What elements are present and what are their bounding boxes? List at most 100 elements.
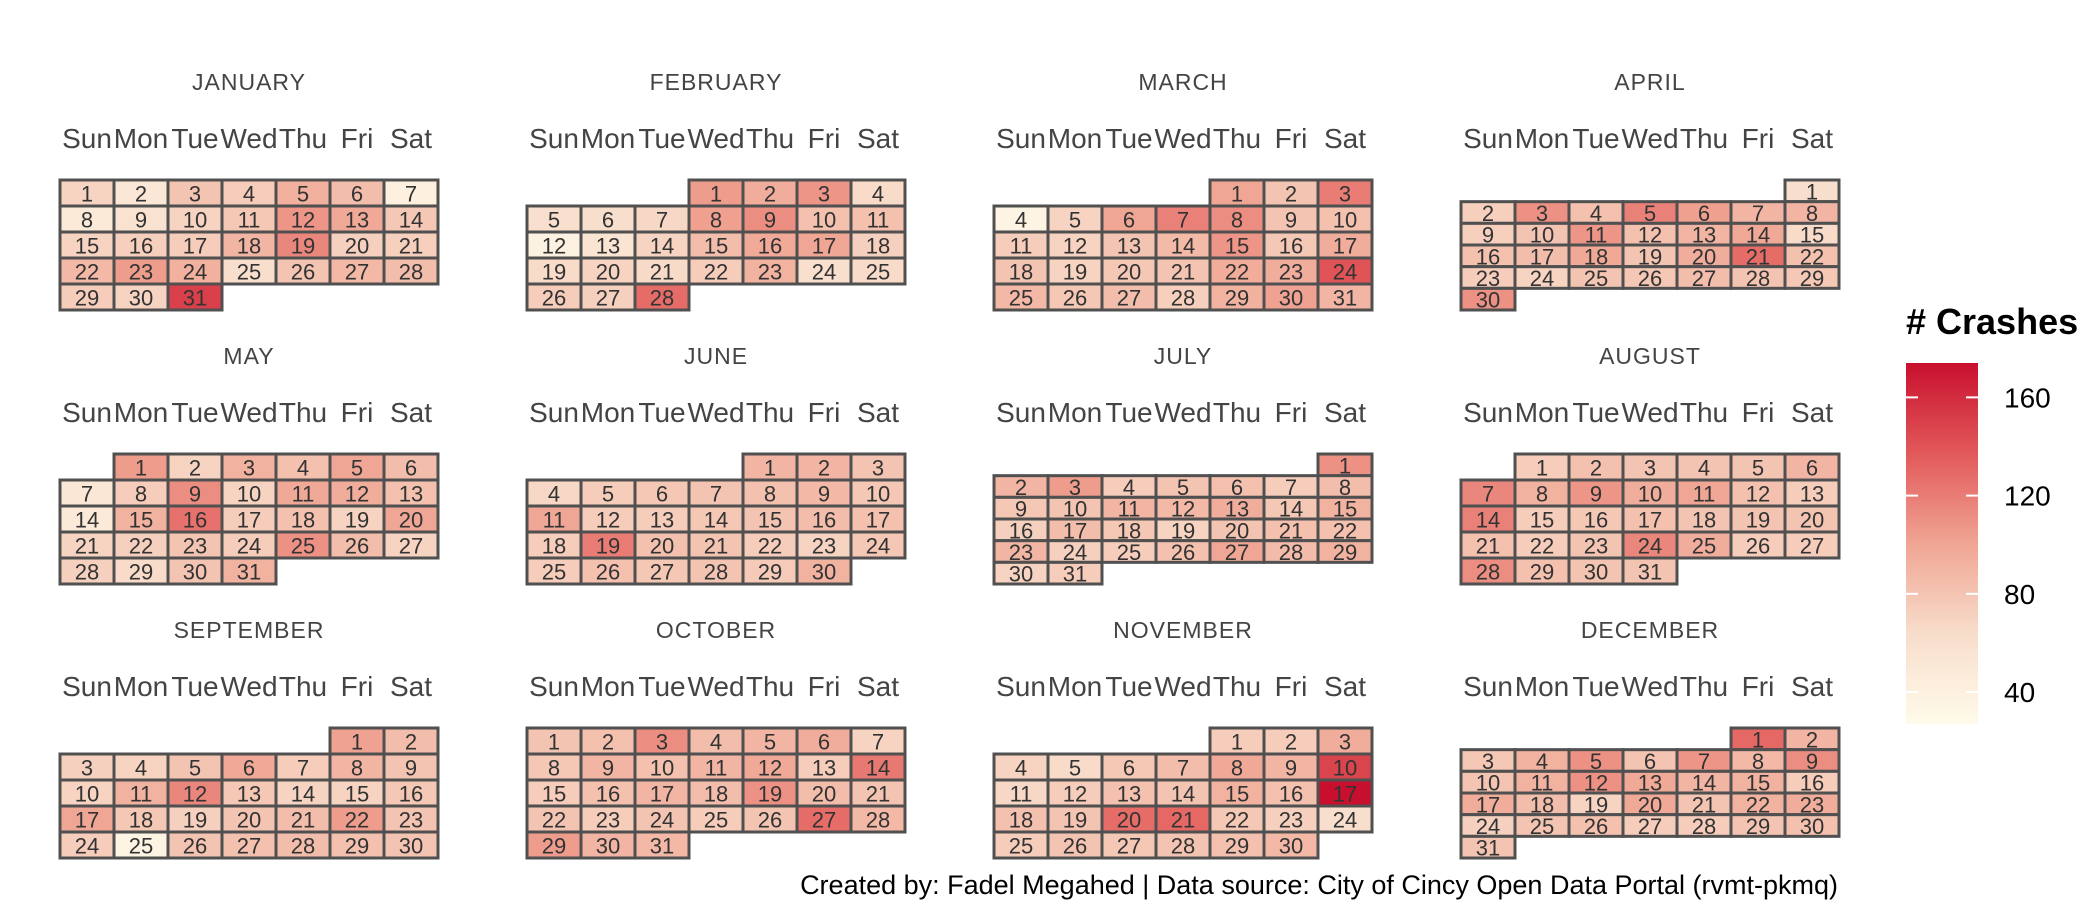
day-number: 9 xyxy=(1015,497,1027,522)
day-cell xyxy=(382,778,440,808)
day-number: 17 xyxy=(1063,518,1087,543)
day-cell xyxy=(1208,256,1266,286)
day-number: 28 xyxy=(650,286,674,311)
day-number: 28 xyxy=(1476,560,1500,585)
day-number: 26 xyxy=(183,834,207,859)
day-number: 21 xyxy=(704,534,728,559)
day-cell xyxy=(1459,556,1517,586)
day-number: 10 xyxy=(1638,482,1662,507)
day-number: 12 xyxy=(758,756,782,781)
day-number: 23 xyxy=(399,808,423,833)
day-number: 4 xyxy=(1015,208,1027,233)
day-number: 23 xyxy=(1279,808,1303,833)
day-cell xyxy=(1262,204,1320,234)
day-number: 6 xyxy=(1806,456,1818,481)
day-cell xyxy=(1621,556,1679,586)
day-number: 6 xyxy=(1644,749,1656,774)
day-number: 28 xyxy=(1746,266,1770,291)
weekday-label: Sun xyxy=(1463,123,1513,154)
day-number: 4 xyxy=(1590,201,1602,226)
day-number: 1 xyxy=(1231,730,1243,755)
day-number: 14 xyxy=(75,508,99,533)
day-number: 18 xyxy=(1009,808,1033,833)
weekday-label: Thu xyxy=(1680,123,1728,154)
day-cell xyxy=(849,256,907,286)
weekday-label: Fri xyxy=(341,123,374,154)
day-cell xyxy=(382,256,440,286)
day-number: 19 xyxy=(1746,508,1770,533)
day-number: 19 xyxy=(1584,792,1608,817)
day-number: 23 xyxy=(1476,266,1500,291)
day-number: 8 xyxy=(1231,756,1243,781)
day-number: 27 xyxy=(399,534,423,559)
weekday-label: Wed xyxy=(687,671,744,702)
month-title: JANUARY xyxy=(192,69,306,95)
day-number: 3 xyxy=(243,456,255,481)
day-number: 27 xyxy=(812,808,836,833)
day-cell xyxy=(382,452,440,482)
day-number: 24 xyxy=(237,534,261,559)
day-cell xyxy=(1208,230,1266,260)
color-legend: # Crashes 40 80 120 160 xyxy=(1906,301,2078,724)
caption: Created by: Fadel Megahed | Data source:… xyxy=(800,870,1838,900)
day-number: 31 xyxy=(183,286,207,311)
day-number: 15 xyxy=(758,508,782,533)
day-number: 24 xyxy=(812,260,836,285)
day-number: 20 xyxy=(1117,260,1141,285)
day-cell xyxy=(687,778,745,808)
day-number: 22 xyxy=(129,534,153,559)
day-number: 22 xyxy=(75,260,99,285)
day-number: 13 xyxy=(237,782,261,807)
weekday-label: Sat xyxy=(857,397,899,428)
day-number: 6 xyxy=(1231,475,1243,500)
day-cell xyxy=(1154,804,1212,834)
day-number: 25 xyxy=(542,560,566,585)
day-cell xyxy=(741,256,799,286)
day-number: 29 xyxy=(1746,814,1770,839)
day-number: 26 xyxy=(1171,540,1195,565)
weekday-label: Wed xyxy=(1154,123,1211,154)
day-cell xyxy=(1513,556,1571,586)
day-cell xyxy=(382,830,440,860)
day-number: 26 xyxy=(1746,534,1770,559)
day-cell xyxy=(274,452,332,482)
day-number: 15 xyxy=(1225,234,1249,259)
day-number: 25 xyxy=(1009,286,1033,311)
day-number: 19 xyxy=(542,260,566,285)
day-cell xyxy=(274,230,332,260)
month-title: NOVEMBER xyxy=(1113,617,1253,643)
day-number: 29 xyxy=(1800,266,1824,291)
day-number: 7 xyxy=(297,756,309,781)
weekday-label: Tue xyxy=(638,671,685,702)
month-title: AUGUST xyxy=(1599,343,1701,369)
legend-colorbar xyxy=(1906,363,1978,724)
day-number: 8 xyxy=(351,756,363,781)
day-number: 9 xyxy=(602,756,614,781)
day-number: 29 xyxy=(1225,834,1249,859)
day-number: 21 xyxy=(1171,260,1195,285)
month-title: OCTOBER xyxy=(656,617,776,643)
day-number: 6 xyxy=(351,182,363,207)
day-number: 22 xyxy=(542,808,566,833)
day-number: 11 xyxy=(1118,497,1141,522)
day-cell xyxy=(166,830,224,860)
day-number: 4 xyxy=(135,756,147,781)
day-number: 20 xyxy=(399,508,423,533)
day-cell xyxy=(795,556,853,586)
day-number: 23 xyxy=(1800,792,1824,817)
day-number: 10 xyxy=(75,782,99,807)
day-cell xyxy=(274,530,332,560)
day-number: 6 xyxy=(1123,756,1135,781)
day-cell xyxy=(1208,830,1266,860)
weekday-label: Mon xyxy=(1515,671,1569,702)
day-number: 25 xyxy=(1584,266,1608,291)
day-cell xyxy=(1459,286,1517,312)
weekday-label: Mon xyxy=(1048,123,1102,154)
weekday-label: Tue xyxy=(171,397,218,428)
day-number: 22 xyxy=(1746,792,1770,817)
day-number: 14 xyxy=(650,234,674,259)
weekday-label: Sat xyxy=(390,123,432,154)
day-number: 13 xyxy=(1117,234,1141,259)
